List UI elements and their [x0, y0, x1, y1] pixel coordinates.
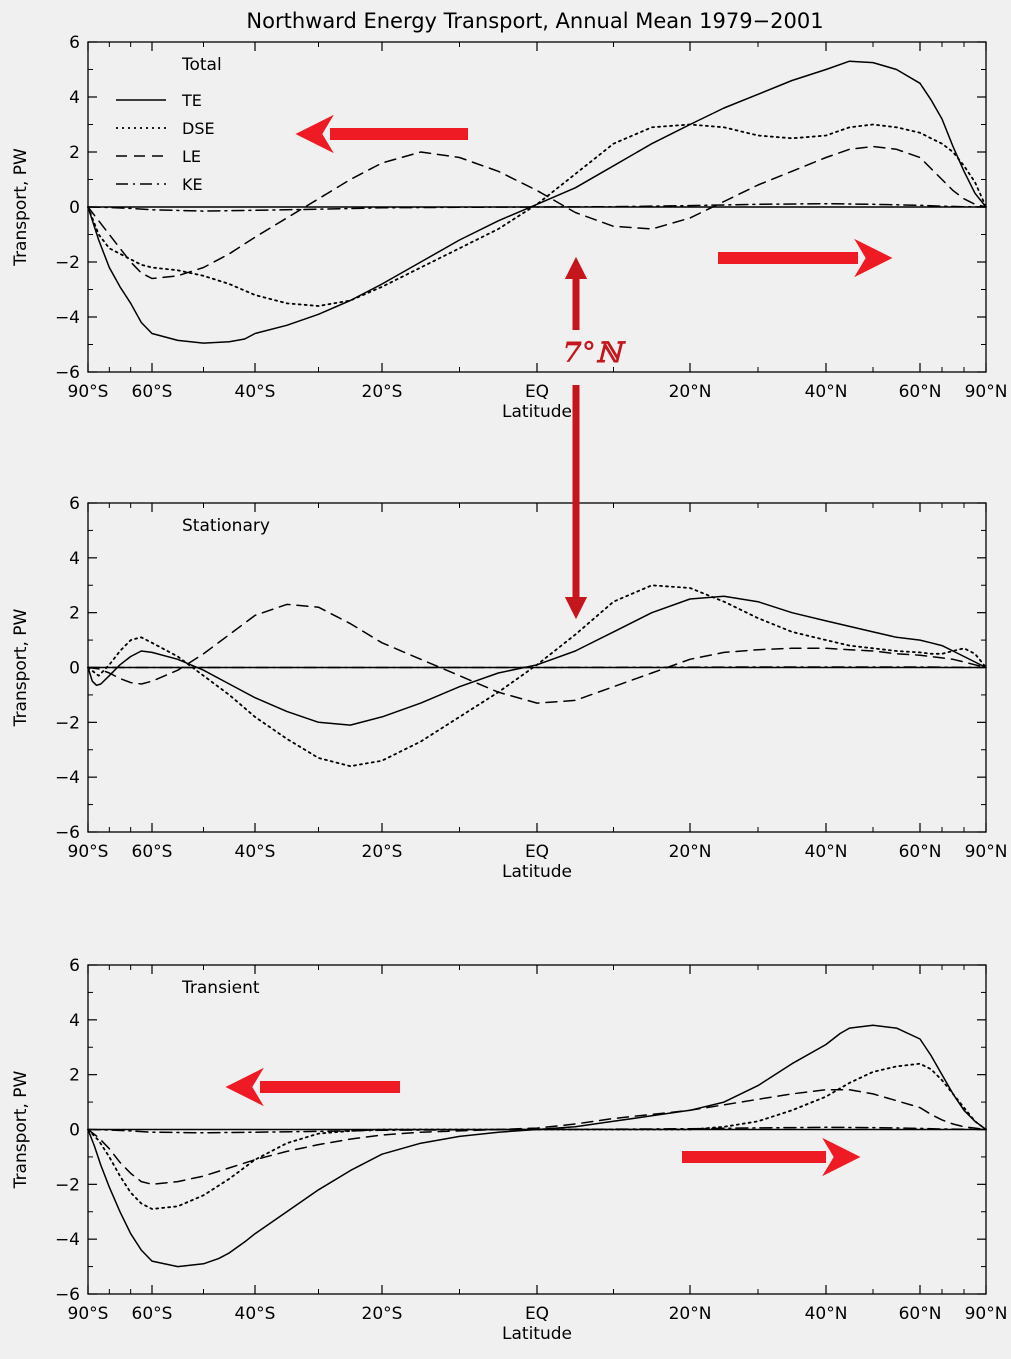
- series-te: [87, 1024, 987, 1268]
- x-tick-label: 20°S: [362, 842, 403, 862]
- figure-title: Northward Energy Transport, Annual Mean …: [246, 9, 823, 33]
- series-ke: [87, 666, 987, 669]
- x-tick-label: 90°S: [68, 382, 109, 402]
- x-tick-label: EQ: [525, 382, 549, 402]
- y-tick-label: 0: [69, 198, 80, 218]
- y-axis-label: Transport, PW: [11, 608, 31, 727]
- series-ke: [87, 1126, 987, 1134]
- series-dse: [87, 1062, 987, 1210]
- x-tick-label: 60°N: [899, 842, 942, 862]
- panel-total: −6 −4 −2 0 2 4 6 90°S 60°S 40°S 20°S EQ 20°N 40°N 60°N…: [11, 33, 1007, 422]
- panel-label: Total: [181, 55, 222, 75]
- y-tick-label: −6: [55, 1285, 80, 1305]
- x-tick-label: 90°N: [965, 1304, 1008, 1324]
- x-tick-label: 20°S: [362, 1304, 403, 1324]
- x-tick-label: 90°N: [965, 842, 1008, 862]
- x-tick-label: 40°S: [235, 842, 276, 862]
- panel-stationary: −6 −4 −2 0 2 4 6 90°S 60°S 40°S 20°S EQ 20°N 40°N 60°N…: [11, 494, 1007, 882]
- y-tick-label: −4: [55, 1230, 80, 1250]
- y-tick-label: 6: [69, 956, 80, 976]
- x-axis-label: Latitude: [502, 1324, 572, 1344]
- y-tick-label: 4: [69, 549, 80, 569]
- x-tick-label: 90°S: [68, 842, 109, 862]
- y-tick-label: −2: [55, 253, 80, 273]
- x-tick-label: EQ: [525, 842, 549, 862]
- x-tick-label: EQ: [525, 1304, 549, 1324]
- x-tick-label: 40°S: [235, 1304, 276, 1324]
- legend-label-le: LE: [182, 147, 201, 166]
- panel-label: Stationary: [182, 516, 270, 536]
- series-te: [87, 595, 987, 726]
- legend: TE DSE LE KE: [116, 91, 215, 194]
- y-tick-label: 2: [69, 143, 80, 163]
- panel-label: Transient: [181, 978, 260, 998]
- series-le: [87, 603, 987, 704]
- y-tick-label: −4: [55, 768, 80, 788]
- x-tick-label: 40°N: [805, 1304, 848, 1324]
- panel-transient: −6 −4 −2 0 2 4 6 90°S 60°S 40°S 20°S EQ 20°N 40°N 60°N…: [11, 956, 1007, 1344]
- x-tick-label: 90°S: [68, 1304, 109, 1324]
- x-tick-label: 20°N: [669, 382, 712, 402]
- y-tick-label: −6: [55, 823, 80, 843]
- x-tick-label: 40°N: [805, 382, 848, 402]
- legend-label-dse: DSE: [182, 119, 215, 138]
- x-tick-label: 90°N: [965, 382, 1008, 402]
- y-tick-label: 2: [69, 604, 80, 624]
- y-axis-label: Transport, PW: [11, 1070, 31, 1189]
- x-axis-label: Latitude: [502, 862, 572, 882]
- x-tick-label: 20°N: [669, 1304, 712, 1324]
- x-tick-label: 60°S: [132, 1304, 173, 1324]
- x-tick-label: 20°N: [669, 842, 712, 862]
- x-tick-label: 60°N: [899, 1304, 942, 1324]
- x-tick-label: 60°S: [132, 382, 173, 402]
- y-tick-label: 4: [69, 1011, 80, 1031]
- series-ke: [87, 202, 987, 212]
- legend-label-te: TE: [181, 91, 202, 110]
- y-tick-label: 2: [69, 1066, 80, 1086]
- x-axis-label: Latitude: [502, 402, 572, 422]
- series-dse: [87, 123, 987, 307]
- x-tick-label: 40°S: [235, 382, 276, 402]
- series-le: [87, 145, 987, 280]
- y-tick-label: −4: [55, 308, 80, 328]
- series-dse: [87, 584, 987, 768]
- series-le: [87, 1088, 987, 1186]
- y-axis-label: Transport, PW: [11, 148, 31, 267]
- y-tick-label: 0: [69, 659, 80, 679]
- y-tick-label: −2: [55, 713, 80, 733]
- y-tick-label: −6: [55, 363, 80, 383]
- series-te: [87, 60, 987, 344]
- y-tick-label: 6: [69, 33, 80, 53]
- legend-label-ke: KE: [182, 175, 203, 194]
- x-tick-label: 20°S: [362, 382, 403, 402]
- x-tick-label: 40°N: [805, 842, 848, 862]
- y-tick-label: 4: [69, 88, 80, 108]
- y-tick-label: 6: [69, 494, 80, 514]
- x-tick-label: 60°N: [899, 382, 942, 402]
- y-tick-label: −2: [55, 1175, 80, 1195]
- annotation-7n-label: 7°ℕ: [562, 336, 626, 369]
- y-tick-label: 0: [69, 1121, 80, 1141]
- x-tick-label: 60°S: [132, 842, 173, 862]
